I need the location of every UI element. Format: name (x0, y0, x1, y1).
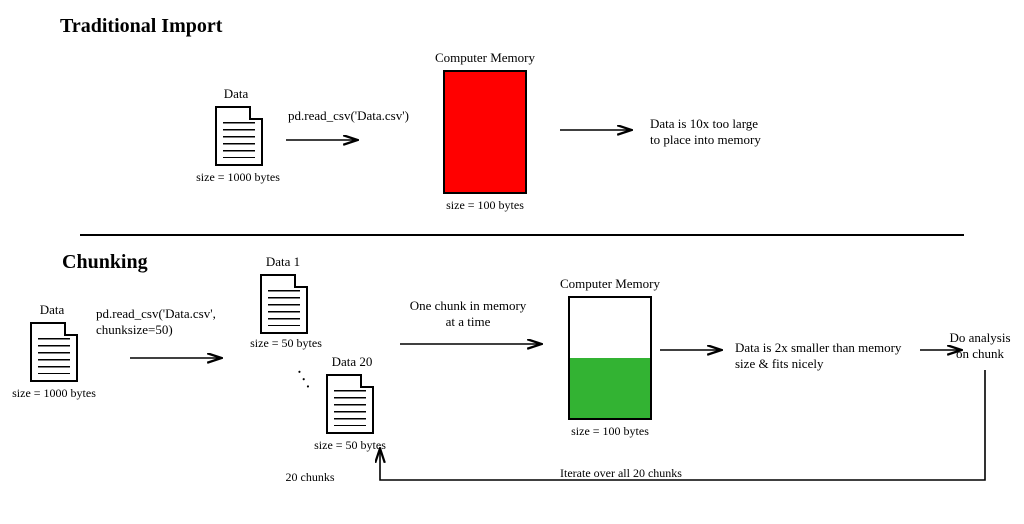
bottom-title: Chunking (62, 250, 148, 275)
top-memory-fill (445, 72, 525, 192)
top-code-label: pd.read_csv('Data.csv') (288, 108, 409, 124)
top-data-doc-icon (215, 106, 263, 166)
bottom-memory-box (568, 296, 652, 420)
chunk-count-label: 20 chunks (250, 470, 370, 485)
top-mem-title: Computer Memory (420, 50, 550, 66)
mid-note: One chunk in memory at a time (388, 298, 548, 331)
top-mem-size: size = 100 bytes (425, 198, 545, 213)
top-data-size: size = 1000 bytes (178, 170, 298, 185)
bottom-data-size: size = 1000 bytes (0, 386, 114, 401)
bottom-data-label: Data (22, 302, 82, 318)
chunk20-doc-icon (326, 374, 374, 434)
section-divider (80, 234, 964, 236)
top-data-label: Data (206, 86, 266, 102)
bottom-code-label: pd.read_csv('Data.csv', chunksize=50) (96, 306, 216, 339)
bottom-memory-fill (570, 358, 650, 418)
chunk1-doc-icon (260, 274, 308, 334)
chunk20-size: size = 50 bytes (290, 438, 410, 453)
chunk1-size: size = 50 bytes (226, 336, 346, 351)
bottom-result-text: Data is 2x smaller than memory size & fi… (735, 340, 901, 373)
top-result-text: Data is 10x too large to place into memo… (650, 116, 761, 149)
final-step-text: Do analysis on chunk (940, 330, 1020, 363)
bottom-mem-size: size = 100 bytes (550, 424, 670, 439)
top-title: Traditional Import (60, 14, 222, 39)
top-memory-box (443, 70, 527, 194)
bottom-data-doc-icon (30, 322, 78, 382)
chunk1-label: Data 1 (248, 254, 318, 270)
bottom-mem-title: Computer Memory (545, 276, 675, 292)
chunk20-label: Data 20 (312, 354, 392, 370)
loop-label: Iterate over all 20 chunks (560, 466, 682, 481)
